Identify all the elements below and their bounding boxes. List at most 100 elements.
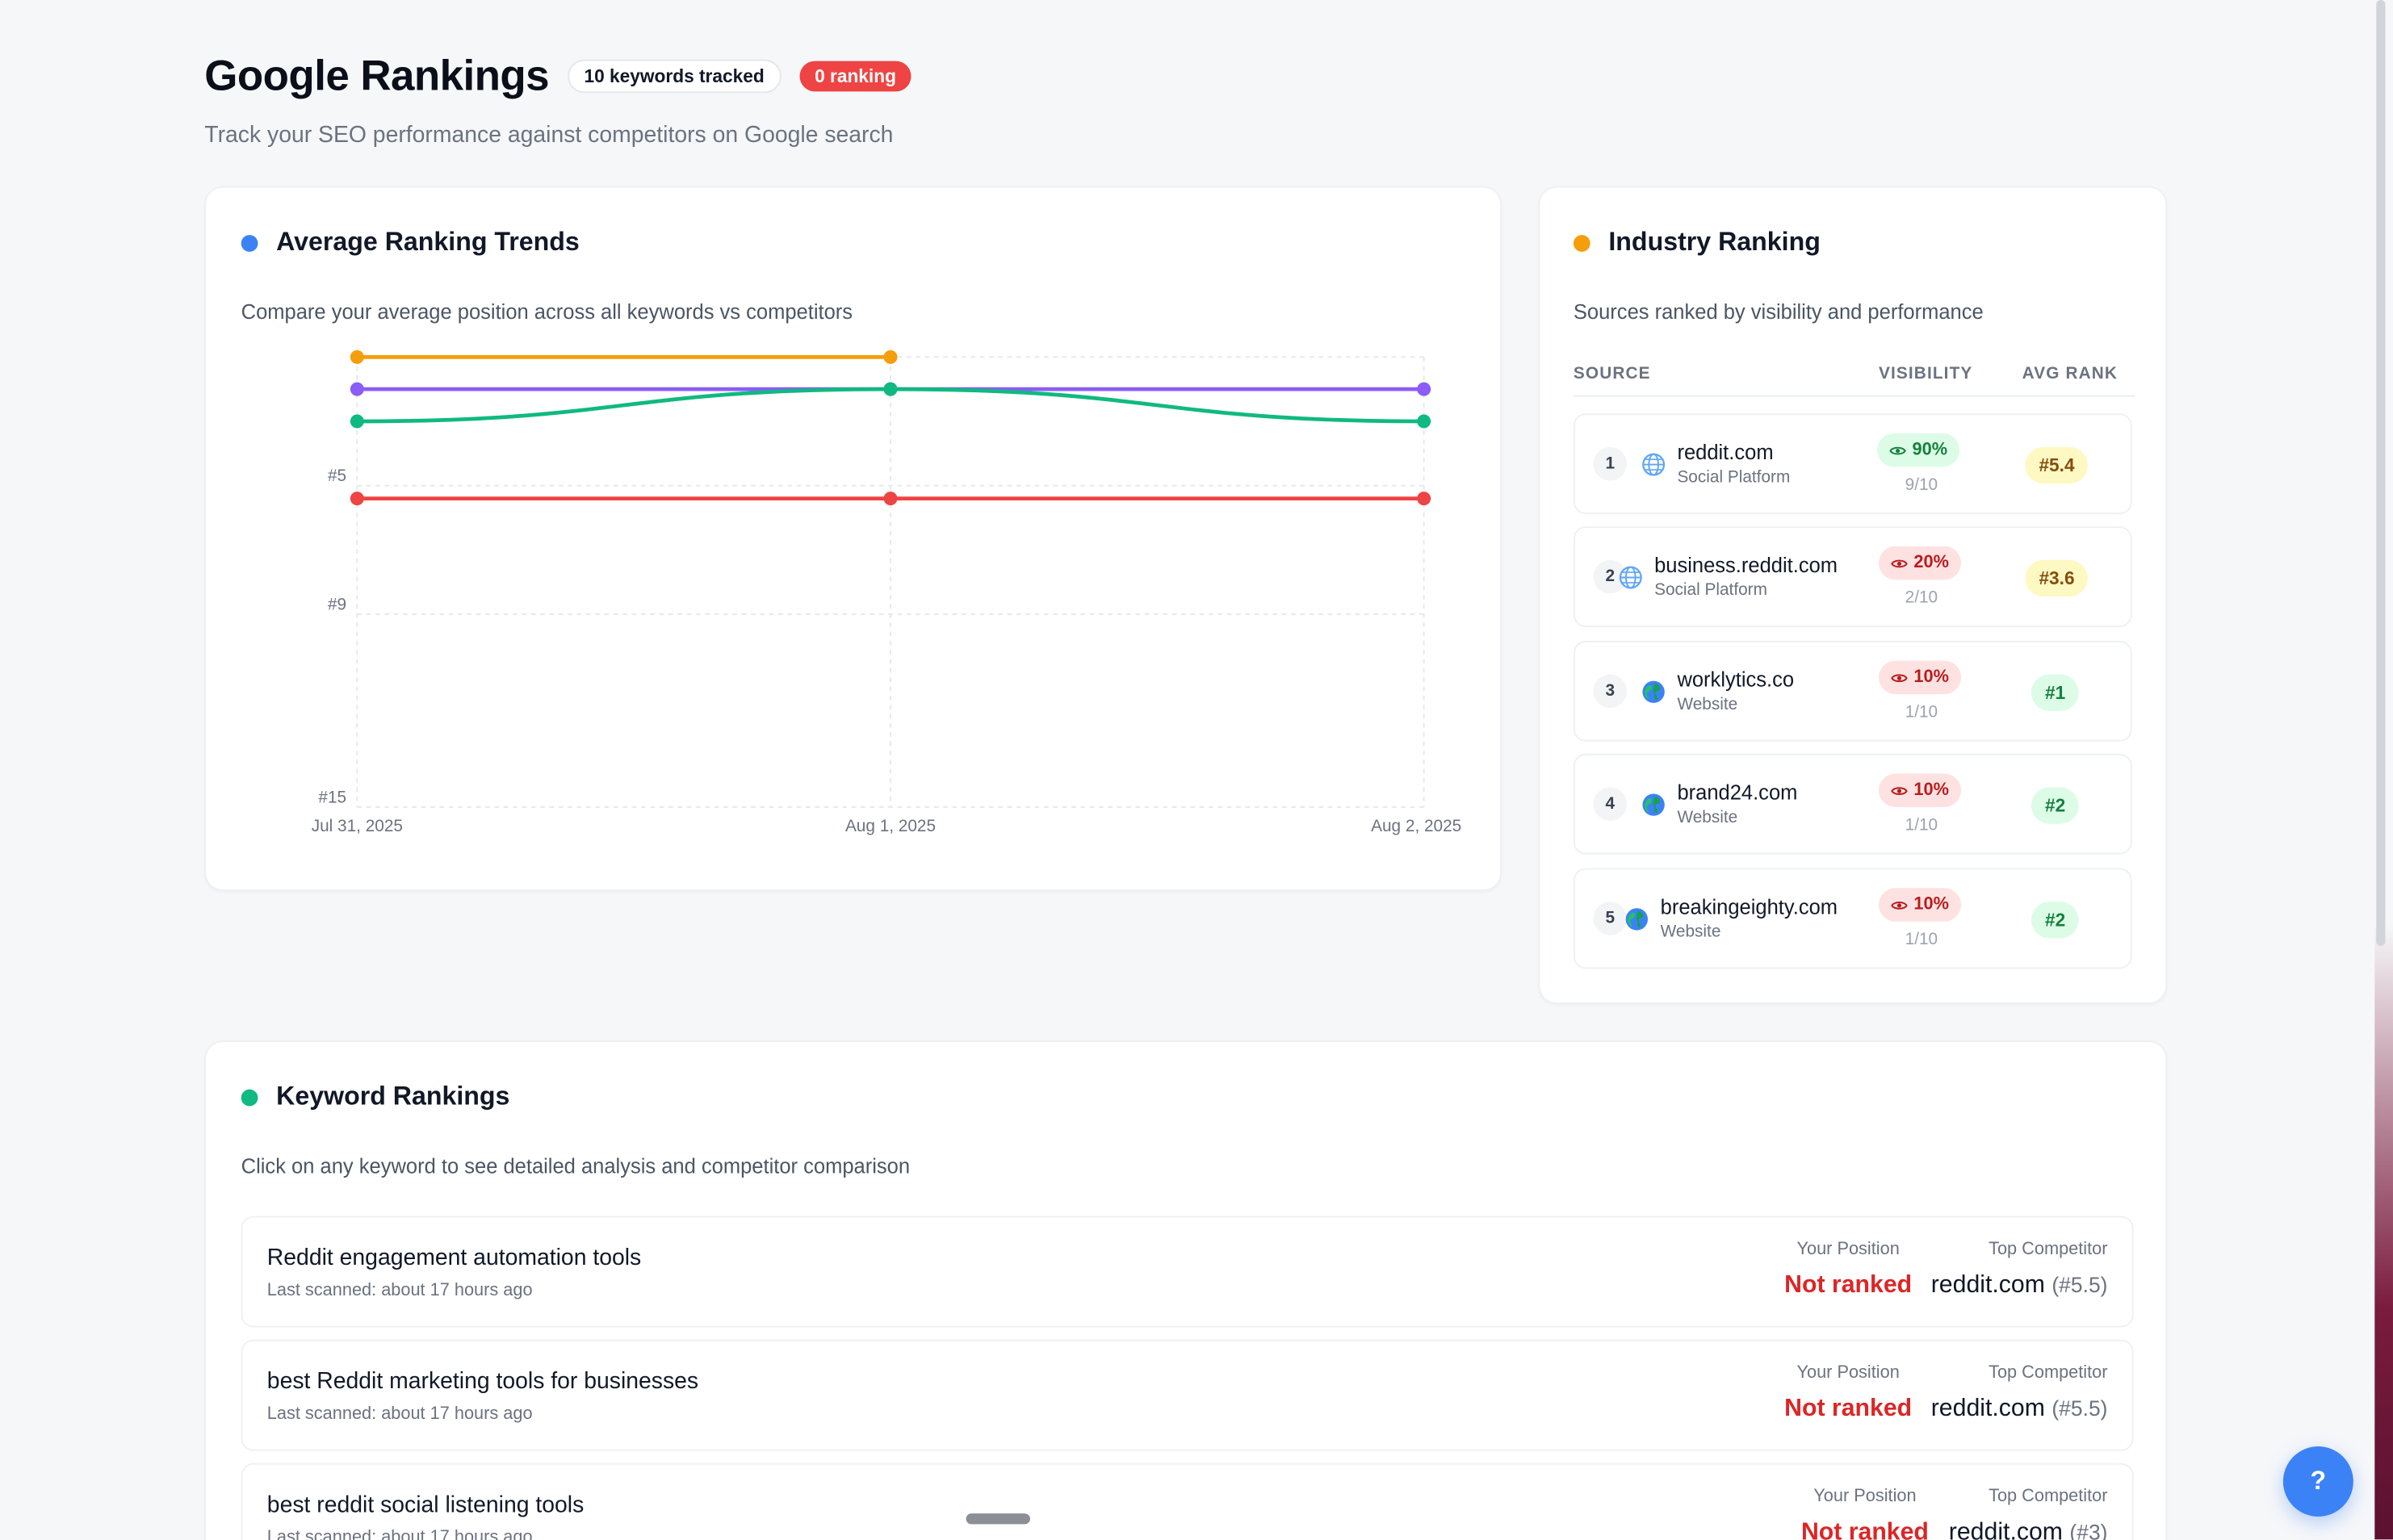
eye-icon [1891, 559, 1908, 567]
ranking-count-badge: 0 ranking [799, 61, 912, 92]
visibility-badge: 10% [1878, 773, 1962, 807]
avg-rank-badge: #2 [2030, 902, 2080, 939]
column-header-avg-rank: AVG RANK [2022, 364, 2118, 383]
visibility-count: 2/10 [1905, 588, 1938, 608]
visibility-percent: 20% [1913, 554, 1949, 572]
competitor-rank: (#5.5) [2051, 1396, 2108, 1421]
source-type: Website [1660, 923, 1721, 942]
vertical-scrollbar[interactable] [2376, 0, 2386, 946]
visibility-count: 1/10 [1905, 703, 1938, 722]
your-position-label: Your Position [1796, 1363, 1900, 1383]
series-point [883, 349, 898, 364]
keyword-name: best Reddit marketing tools for business… [266, 1368, 699, 1395]
visibility-count: 1/10 [1905, 816, 1938, 835]
source-row[interactable]: 5 breakingeighty.com Website 10% 1/10 #2 [1573, 868, 2132, 969]
source-name: business.reddit.com [1654, 554, 1838, 577]
x-tick-label: Aug 1, 2025 [845, 817, 936, 835]
visibility-count: 1/10 [1905, 931, 1938, 949]
keywords-description: Click on any keyword to see detailed ana… [241, 1154, 911, 1178]
last-scanned: Last scanned: about 17 hours ago [266, 1281, 533, 1300]
keywords-indicator-dot [241, 1088, 258, 1106]
page-subtitle: Track your SEO performance against compe… [204, 122, 894, 149]
globe-icon [1641, 452, 1666, 478]
series-point [883, 382, 898, 396]
series-point [350, 414, 364, 429]
keyword-name: best reddit social listening tools [266, 1492, 585, 1518]
source-name: reddit.com [1677, 441, 1774, 464]
source-row[interactable]: 1 reddit.com Social Platform 90% 9/10 #5.4 [1573, 413, 2132, 515]
visibility-count: 9/10 [1905, 475, 1938, 495]
avg-rank-badge: #3.6 [2025, 559, 2089, 597]
keyword-row[interactable]: Reddit engagement automation tools Last s… [241, 1216, 2134, 1328]
source-row[interactable]: 2 business.reddit.com Social Platform 20% 2/… [1573, 526, 2132, 627]
source-rank-number: 3 [1593, 674, 1628, 709]
last-scanned: Last scanned: about 17 hours ago [266, 1404, 533, 1424]
source-name: brand24.com [1677, 780, 1798, 805]
keywords-tracked-badge: 10 keywords tracked [567, 59, 782, 94]
avg-rank-badge: #2 [2030, 787, 2080, 824]
visibility-badge: 20% [1878, 546, 1962, 580]
visibility-badge: 90% [1877, 433, 1960, 467]
visibility-percent: 10% [1913, 780, 1949, 800]
bottom-drag-handle[interactable] [966, 1513, 1030, 1525]
top-competitor-value: reddit.com (#5.5) [1931, 1273, 2108, 1300]
ranking-trend-chart[interactable]: #5 #9 #15 Jul 31, 2025 Aug 1, 2025 Aug 2, 202… [206, 188, 1503, 893]
avg-rank-badge: #1 [2030, 674, 2080, 711]
keyword-rankings-card: Keyword Rankings Click on any keyword to… [204, 1040, 2168, 1540]
source-rank-number: 5 [1593, 902, 1628, 935]
eye-icon [1891, 901, 1908, 909]
keywords-title: Keyword Rankings [276, 1082, 510, 1111]
trends-title: Average Ranking Trends [276, 227, 580, 257]
visibility-badge: 10% [1878, 888, 1962, 922]
trends-description: Compare your average position across all… [241, 300, 853, 324]
top-competitor-value: reddit.com (#5.5) [1931, 1396, 2108, 1424]
page-title: Google Rankings [204, 52, 550, 99]
competitor-rank: (#5.5) [2051, 1272, 2108, 1297]
page-header: Google Rankings 10 keywords tracked 0 ra… [204, 52, 912, 148]
y-tick-label: #15 [318, 788, 346, 806]
competitor-domain: reddit.com [1948, 1519, 2064, 1540]
source-name: breakingeighty.com [1660, 895, 1838, 919]
source-type: Social Platform [1677, 468, 1791, 488]
series-point [350, 492, 364, 506]
eye-icon [1891, 673, 1908, 682]
source-type: Website [1677, 695, 1738, 714]
earth-icon [1641, 679, 1666, 705]
keyword-row[interactable]: best Reddit marketing tools for business… [241, 1339, 2134, 1451]
industry-indicator-dot [1573, 234, 1590, 251]
visibility-badge: 10% [1878, 660, 1962, 695]
globe-icon [1618, 564, 1644, 590]
top-competitor-label: Top Competitor [1989, 1363, 2108, 1383]
keyword-row[interactable]: best reddit social listening tools Last s… [241, 1463, 2134, 1540]
your-position-label: Your Position [1813, 1488, 1917, 1506]
source-rank-number: 4 [1593, 787, 1628, 821]
column-header-source: SOURCE [1573, 364, 1651, 383]
visibility-percent: 10% [1913, 667, 1949, 687]
help-button[interactable]: ? [2282, 1446, 2353, 1517]
series-point [350, 349, 364, 364]
eye-icon [1889, 446, 1906, 454]
your-position-value: Not ranked [1800, 1519, 1929, 1540]
x-tick-label: Jul 31, 2025 [312, 817, 403, 835]
industry-title: Industry Ranking [1608, 227, 1821, 257]
your-position-label: Your Position [1796, 1240, 1900, 1259]
y-tick-label: #5 [328, 467, 346, 485]
series-point [1417, 382, 1431, 396]
source-type: Website [1677, 808, 1738, 827]
top-competitor-label: Top Competitor [1989, 1240, 2108, 1259]
industry-ranking-card: Industry Ranking Sources ranked by visib… [1538, 186, 2168, 1004]
series-point [1417, 414, 1431, 429]
source-row[interactable]: 4 brand24.com Website 10% 1/10 #2 [1573, 753, 2132, 855]
competitor-rank: (#3) [2069, 1519, 2108, 1540]
avg-rank-badge: #5.4 [2025, 446, 2089, 484]
competitor-domain: reddit.com [1930, 1396, 2045, 1422]
competitor-domain: reddit.com [1930, 1272, 2045, 1299]
source-type: Social Platform [1654, 581, 1767, 600]
keyword-name: Reddit engagement automation tools [266, 1245, 642, 1271]
source-row[interactable]: 3 worklytics.co Website 10% 1/10 #1 [1573, 640, 2132, 742]
column-header-visibility: VISIBILITY [1878, 364, 1973, 383]
x-tick-label: Aug 2, 2025 [1371, 817, 1461, 835]
average-ranking-trends-card: Average Ranking Trends Compare your aver… [204, 186, 1502, 891]
visibility-percent: 90% [1912, 441, 1948, 459]
